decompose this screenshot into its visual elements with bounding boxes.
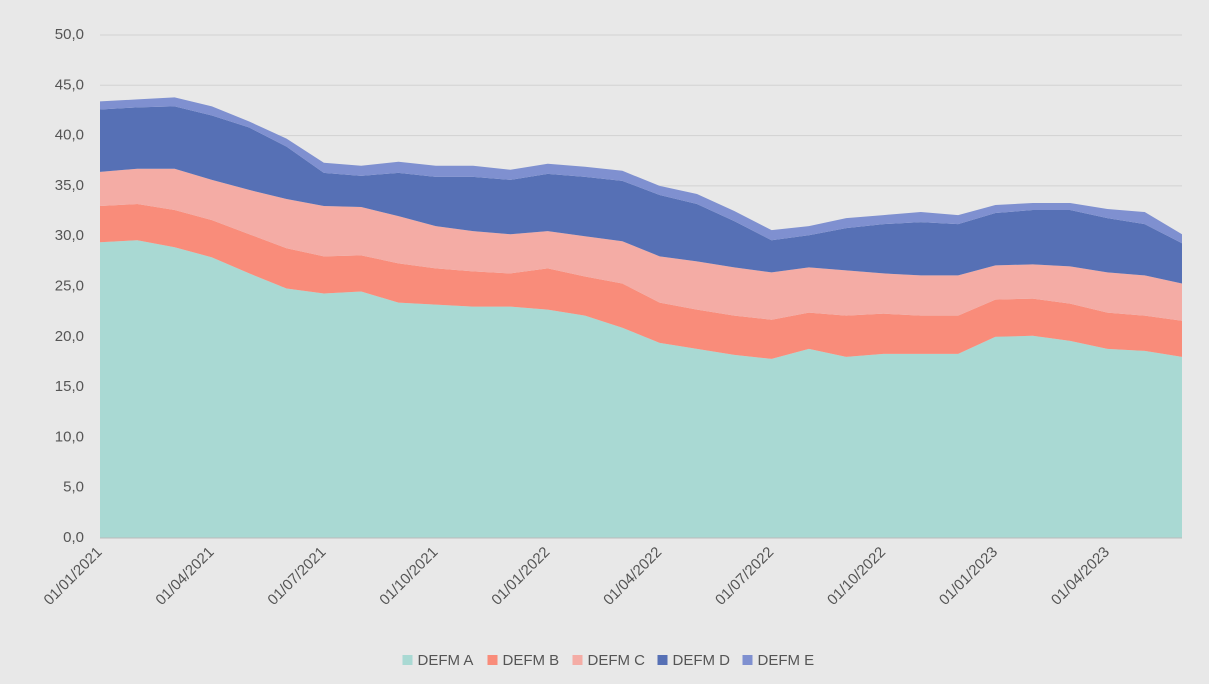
- area: [100, 168, 1182, 321]
- legend-swatch: [742, 655, 753, 665]
- area: [100, 97, 1182, 244]
- legend-label: DEFM D: [673, 652, 731, 669]
- legend-label: DEFM A: [418, 652, 474, 669]
- legend-swatch: [487, 655, 498, 665]
- legend-label: DEFM C: [588, 652, 646, 669]
- y-tick-label: 25,0: [55, 277, 84, 294]
- legend-swatch: [402, 655, 413, 665]
- area: [100, 106, 1182, 284]
- area: [100, 204, 1182, 359]
- y-tick-label: 45,0: [55, 76, 84, 93]
- area: [100, 240, 1182, 538]
- y-tick-label: 50,0: [55, 26, 84, 43]
- y-tick-label: 30,0: [55, 227, 84, 244]
- y-tick-label: 35,0: [55, 177, 84, 194]
- legend-label: DEFM E: [758, 652, 815, 669]
- y-tick-label: 0,0: [63, 529, 84, 546]
- legend-label: DEFM B: [503, 652, 560, 669]
- y-tick-label: 10,0: [55, 428, 84, 445]
- y-tick-label: 5,0: [63, 479, 84, 496]
- legend-swatch: [572, 655, 583, 665]
- y-tick-label: 15,0: [55, 378, 84, 395]
- y-tick-label: 20,0: [55, 328, 84, 345]
- y-tick-label: 40,0: [55, 127, 84, 144]
- legend-swatch: [657, 655, 668, 665]
